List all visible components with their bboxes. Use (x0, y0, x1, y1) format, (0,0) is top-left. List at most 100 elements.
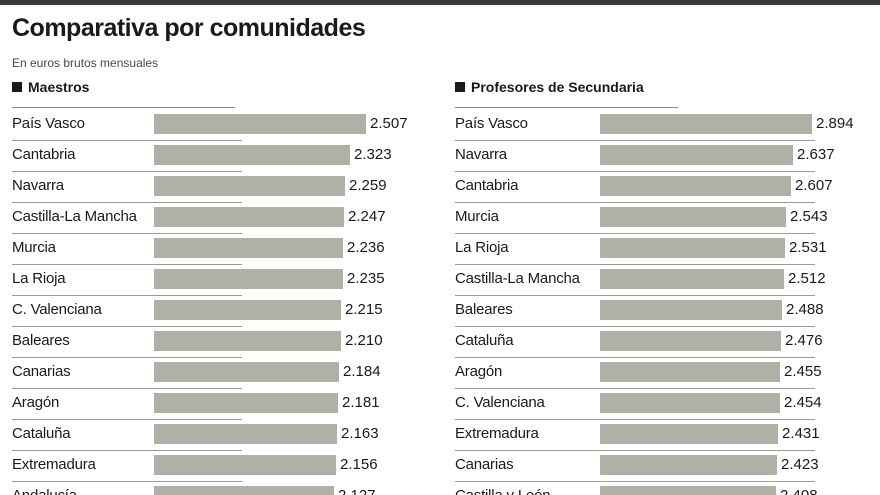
row-divider (455, 171, 815, 172)
panel-title-secundaria: Profesores de Secundaria (455, 79, 644, 95)
category-label: País Vasco (12, 115, 85, 132)
row-divider (12, 264, 242, 265)
bar (154, 176, 345, 196)
value-label: 2.488 (786, 301, 824, 318)
category-label: Castilla y León (455, 487, 551, 495)
bar-row: País Vasco 2.894 (455, 110, 875, 141)
category-label: Navarra (455, 146, 507, 163)
category-label: Cantabria (455, 177, 519, 194)
bar-row: Extremadura 2.156 (12, 451, 417, 482)
row-divider (12, 357, 242, 358)
bar (600, 269, 784, 289)
bar-row: País Vasco 2.507 (12, 110, 417, 141)
category-label: Baleares (455, 301, 513, 318)
row-divider (455, 450, 815, 451)
row-divider (455, 326, 815, 327)
bar (600, 176, 791, 196)
bar (154, 145, 350, 165)
category-label: Baleares (12, 332, 70, 349)
value-label: 2.236 (347, 239, 385, 256)
value-label: 2.423 (781, 456, 819, 473)
value-label: 2.431 (782, 425, 820, 442)
value-label: 2.163 (341, 425, 379, 442)
row-divider (455, 481, 815, 482)
category-label: C. Valenciana (455, 394, 545, 411)
bar-row: Andalucía 2.127 (12, 482, 417, 495)
row-divider (12, 140, 242, 141)
bar-row: Canarias 2.423 (455, 451, 875, 482)
value-label: 2.507 (370, 115, 408, 132)
bar-row: Canarias 2.184 (12, 358, 417, 389)
row-divider (455, 388, 815, 389)
bar-row: C. Valenciana 2.215 (12, 296, 417, 327)
chart-secundaria: País Vasco 2.894 Navarra 2.637 Cantabria 2.60… (455, 110, 877, 495)
square-bullet-icon (455, 82, 465, 92)
category-label: Murcia (455, 208, 499, 225)
category-label: País Vasco (455, 115, 528, 132)
bar (600, 331, 781, 351)
bar-row: Navarra 2.637 (455, 141, 875, 172)
bar-row: Murcia 2.236 (12, 234, 417, 265)
value-label: 2.323 (354, 146, 392, 163)
bar-row: La Rioja 2.531 (455, 234, 875, 265)
bar-row: Cantabria 2.323 (12, 141, 417, 172)
category-label: La Rioja (12, 270, 66, 287)
value-label: 2.454 (784, 394, 822, 411)
bar (600, 114, 812, 134)
row-divider (455, 202, 815, 203)
bar (154, 486, 334, 495)
bar (600, 486, 776, 495)
value-label: 2.408 (780, 487, 818, 495)
row-divider (12, 481, 242, 482)
bar-row: Extremadura 2.431 (455, 420, 875, 451)
bar (154, 455, 336, 475)
category-label: Cataluña (455, 332, 514, 349)
category-label: Cataluña (12, 425, 71, 442)
bar (154, 331, 341, 351)
category-label: Cantabria (12, 146, 76, 163)
bar (600, 238, 785, 258)
bar (154, 114, 366, 134)
value-label: 2.235 (347, 270, 385, 287)
bar-row: La Rioja 2.235 (12, 265, 417, 296)
category-label: Aragón (12, 394, 60, 411)
row-divider (455, 419, 815, 420)
bar (154, 269, 343, 289)
value-label: 2.637 (797, 146, 835, 163)
value-label: 2.247 (348, 208, 386, 225)
value-label: 2.476 (785, 332, 823, 349)
bar (154, 207, 344, 227)
category-label: Castilla-La Mancha (455, 270, 580, 287)
row-divider (12, 202, 242, 203)
header-rule (455, 107, 678, 108)
value-label: 2.210 (345, 332, 383, 349)
value-label: 2.259 (349, 177, 387, 194)
row-divider (455, 295, 815, 296)
value-label: 2.543 (790, 208, 828, 225)
category-label: Andalucía (12, 487, 77, 495)
row-divider (12, 419, 242, 420)
bar-row: Aragón 2.455 (455, 358, 875, 389)
panel-title-text: Maestros (28, 79, 90, 95)
bar-row: Castilla y León 2.408 (455, 482, 875, 495)
category-label: Extremadura (12, 456, 96, 473)
bar-row: Cataluña 2.163 (12, 420, 417, 451)
category-label: Castilla-La Mancha (12, 208, 137, 225)
bar-row: Castilla-La Mancha 2.512 (455, 265, 875, 296)
category-label: Extremadura (455, 425, 539, 442)
square-bullet-icon (12, 82, 22, 92)
panel-title-text: Profesores de Secundaria (471, 79, 644, 95)
bar (600, 362, 780, 382)
bar-row: Cantabria 2.607 (455, 172, 875, 203)
row-divider (455, 357, 815, 358)
bar-row: Cataluña 2.476 (455, 327, 875, 358)
bar (154, 300, 341, 320)
value-label: 2.127 (338, 487, 376, 495)
value-label: 2.215 (345, 301, 383, 318)
bar-row: C. Valenciana 2.454 (455, 389, 875, 420)
value-label: 2.512 (788, 270, 826, 287)
bar-row: Castilla-La Mancha 2.247 (12, 203, 417, 234)
category-label: La Rioja (455, 239, 509, 256)
row-divider (12, 233, 242, 234)
row-divider (12, 295, 242, 296)
